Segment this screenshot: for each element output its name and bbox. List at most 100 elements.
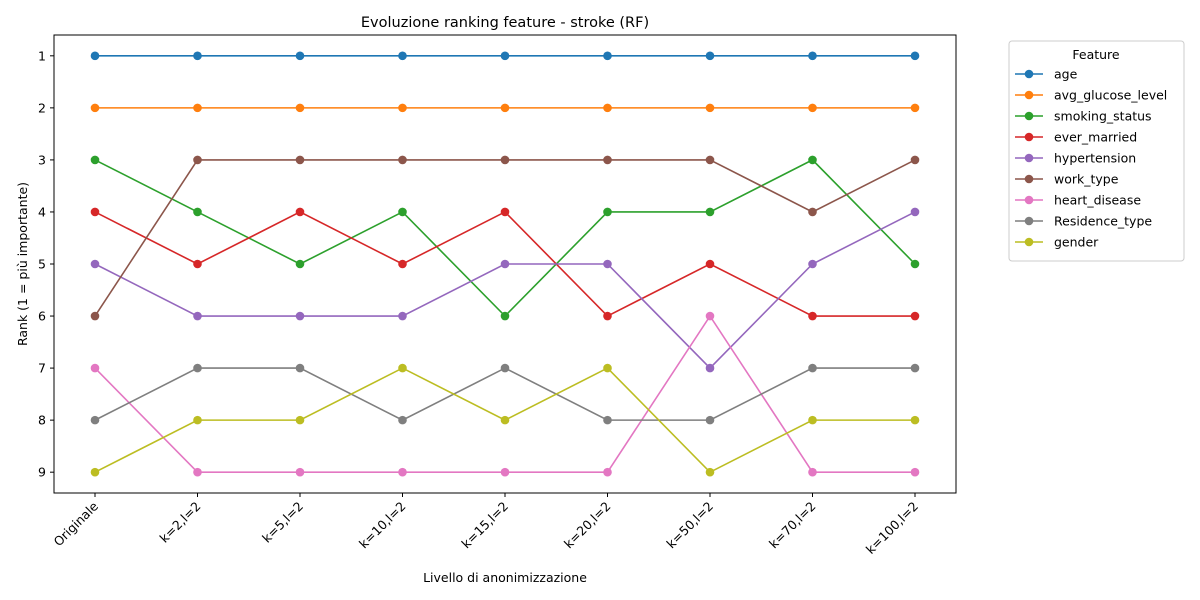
data-point-ever_married	[398, 259, 407, 269]
data-point-heart_disease	[500, 467, 510, 477]
data-point-age	[910, 51, 920, 61]
data-point-ever_married	[500, 207, 510, 217]
series-line-heart_disease	[94, 314, 915, 473]
data-point-work_type	[90, 311, 100, 321]
x-axis: Originale k=2,l=2 k=5,l=2 k=10,l=2 k=15,l=2 k…	[50, 493, 921, 557]
data-point-smoking_status	[90, 155, 100, 165]
data-point-age	[398, 51, 407, 61]
y-axis-label: Rank (1 = più importante)	[15, 182, 30, 346]
legend-marker	[1024, 195, 1034, 205]
legend-label: heart_disease	[1054, 193, 1141, 208]
legend-marker	[1024, 237, 1034, 247]
data-point-heart_disease	[603, 467, 612, 477]
x-tick-label: k=100,l=2	[863, 499, 921, 557]
data-point-avg_glucose_level	[705, 103, 715, 113]
data-point-smoking_status	[193, 207, 202, 217]
data-point-heart_disease	[295, 467, 305, 477]
x-tick-label: k=20,l=2	[561, 499, 614, 552]
data-point-ever_married	[705, 259, 715, 269]
series-points	[90, 51, 920, 477]
legend-marker	[1024, 111, 1034, 121]
data-point-smoking_status	[500, 311, 510, 321]
data-point-Residence_type	[910, 363, 920, 373]
data-point-age	[193, 51, 202, 61]
legend-label: Residence_type	[1054, 214, 1152, 229]
data-point-age	[808, 51, 817, 61]
series-line-hypertension	[94, 211, 916, 370]
legend-label: avg_glucose_level	[1054, 88, 1167, 103]
data-point-hypertension	[295, 311, 305, 321]
legend-items: age avg_glucose_level smoking_status ever_m…	[1015, 67, 1167, 250]
data-point-Residence_type	[295, 363, 305, 373]
y-tick-label: 7	[38, 361, 46, 376]
legend-label: ever_married	[1054, 130, 1137, 145]
legend: Feature age avg_glucose_level smoking_stat…	[1008, 40, 1185, 262]
data-point-gender	[295, 415, 305, 425]
data-point-avg_glucose_level	[500, 103, 510, 113]
data-point-avg_glucose_level	[295, 103, 305, 113]
legend-marker	[1024, 216, 1034, 226]
data-point-gender	[603, 363, 612, 373]
data-point-work_type	[295, 155, 305, 165]
x-tick-label: k=70,l=2	[766, 499, 819, 552]
data-point-hypertension	[500, 259, 510, 269]
data-point-gender	[90, 467, 100, 477]
data-point-work_type	[910, 155, 920, 165]
data-point-ever_married	[193, 259, 202, 269]
legend-marker	[1024, 153, 1034, 163]
data-point-smoking_status	[295, 259, 305, 269]
legend-label: hypertension	[1054, 151, 1136, 166]
data-point-age	[90, 51, 100, 61]
series-line-Residence_type	[94, 367, 915, 422]
data-point-ever_married	[295, 207, 305, 217]
data-point-work_type	[500, 155, 510, 165]
x-tick-label: k=10,l=2	[356, 499, 409, 552]
data-point-avg_glucose_level	[808, 103, 817, 113]
data-point-hypertension	[603, 259, 612, 269]
data-point-avg_glucose_level	[398, 103, 407, 113]
series-line-smoking_status	[94, 158, 916, 318]
x-axis-label: Livello di anonimizzazione	[423, 570, 587, 585]
y-tick-label: 1	[38, 48, 46, 63]
data-point-hypertension	[808, 259, 817, 269]
data-point-smoking_status	[808, 155, 817, 165]
data-point-smoking_status	[398, 207, 407, 217]
data-point-work_type	[603, 155, 612, 165]
data-point-gender	[910, 415, 920, 425]
data-point-ever_married	[90, 207, 100, 217]
legend-title: Feature	[1072, 47, 1120, 62]
data-point-work_type	[808, 207, 817, 217]
data-point-gender	[500, 415, 510, 425]
data-point-age	[603, 51, 612, 61]
y-tick-label: 8	[38, 413, 46, 428]
data-point-avg_glucose_level	[193, 103, 202, 113]
legend-label: work_type	[1054, 172, 1119, 187]
data-point-hypertension	[90, 259, 100, 269]
data-point-hypertension	[398, 311, 407, 321]
data-point-heart_disease	[705, 311, 715, 321]
data-point-Residence_type	[193, 363, 202, 373]
data-point-ever_married	[808, 311, 817, 321]
data-point-hypertension	[705, 363, 715, 373]
x-tick-label: k=2,l=2	[157, 499, 204, 546]
data-point-hypertension	[910, 207, 920, 217]
legend-label: age	[1054, 67, 1078, 82]
data-point-Residence_type	[603, 415, 612, 425]
legend-marker	[1024, 132, 1034, 142]
legend-label: smoking_status	[1054, 109, 1152, 124]
data-point-gender	[398, 363, 407, 373]
data-point-heart_disease	[90, 363, 100, 373]
legend-label: gender	[1054, 235, 1099, 250]
data-point-ever_married	[603, 311, 612, 321]
data-point-avg_glucose_level	[910, 103, 920, 113]
data-point-gender	[193, 415, 202, 425]
data-point-heart_disease	[910, 467, 920, 477]
legend-marker	[1024, 90, 1034, 100]
series-line-work_type	[94, 159, 916, 317]
data-point-smoking_status	[910, 259, 920, 269]
legend-box	[1008, 40, 1185, 262]
y-tick-label: 5	[38, 257, 46, 272]
y-axis: 1 2 3 4 5 6 7 8 9	[38, 48, 54, 480]
data-point-heart_disease	[193, 467, 202, 477]
